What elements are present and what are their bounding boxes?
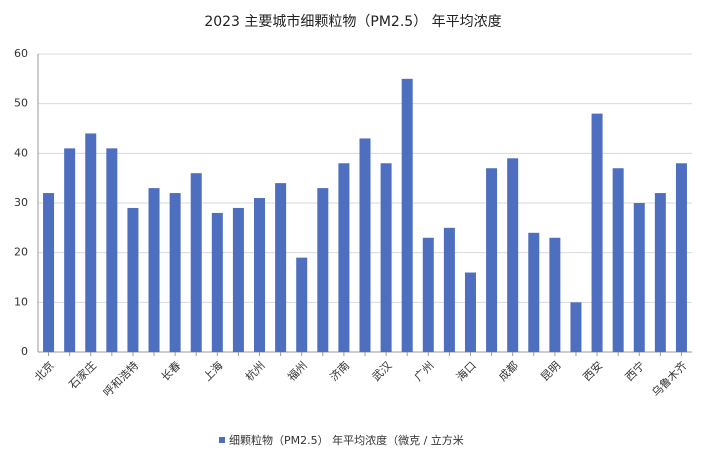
bar — [148, 188, 160, 352]
bar — [570, 302, 582, 352]
bar — [675, 163, 687, 352]
y-tick-label: 60 — [14, 47, 28, 60]
x-tick-label: 济南 — [327, 358, 352, 383]
bar — [296, 257, 308, 352]
bar — [43, 193, 55, 352]
bar — [254, 198, 266, 352]
legend-label: 细颗粒物（PM2.5） 年平均浓度（微克 / 立方米 — [229, 433, 464, 447]
bar — [85, 133, 97, 352]
bar — [359, 138, 371, 352]
x-tick-label: 西宁 — [622, 358, 647, 383]
x-tick-label: 杭州 — [242, 358, 267, 383]
bar — [317, 188, 329, 352]
chart-title: 2023 主要城市细颗粒物（PM2.5） 年平均浓度 — [204, 13, 501, 30]
x-tick-label: 呼和浩特 — [100, 358, 141, 399]
x-tick-label: 北京 — [31, 358, 56, 383]
bar — [338, 163, 350, 352]
y-tick-label: 10 — [14, 295, 28, 308]
bar — [169, 193, 181, 352]
bar — [232, 207, 244, 352]
bar — [422, 237, 434, 352]
x-tick-label: 西安 — [580, 358, 605, 383]
y-tick-label: 0 — [21, 345, 28, 358]
y-tick-label: 40 — [14, 146, 28, 159]
bar — [127, 207, 139, 352]
x-tick-label: 乌鲁木齐 — [649, 358, 690, 399]
bar — [211, 212, 223, 352]
bar — [549, 237, 561, 352]
legend-swatch — [219, 437, 225, 443]
bar — [275, 183, 287, 352]
x-tick-label: 石家庄 — [66, 358, 99, 391]
bar — [464, 272, 476, 352]
bar — [507, 158, 519, 352]
y-tick-label: 50 — [14, 97, 28, 110]
bar — [528, 232, 540, 352]
bar — [654, 193, 666, 352]
bar — [612, 168, 624, 352]
bar — [633, 203, 645, 352]
x-tick-label: 成都 — [496, 359, 521, 384]
bar — [64, 148, 76, 352]
bar — [591, 113, 603, 352]
x-tick-label: 海口 — [453, 358, 478, 383]
bar — [486, 168, 498, 352]
bar — [443, 227, 455, 352]
y-tick-label: 30 — [14, 196, 28, 209]
bar — [380, 163, 392, 352]
x-tick-label: 上海 — [200, 358, 225, 383]
y-tick-label: 20 — [14, 246, 28, 259]
bar — [190, 173, 202, 352]
x-tick-label: 武汉 — [370, 359, 395, 384]
x-tick-label: 长春 — [159, 359, 184, 384]
bar — [106, 148, 118, 352]
x-tick-label: 福州 — [284, 358, 309, 383]
bar — [401, 78, 413, 352]
x-tick-label: 昆明 — [538, 359, 563, 384]
x-tick-label: 广州 — [412, 359, 437, 384]
